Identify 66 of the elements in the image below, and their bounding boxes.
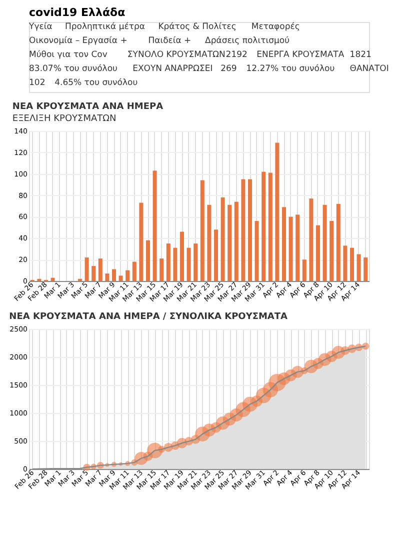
text: Προληπτικά μέτρα (65, 22, 146, 32)
text: 269 (220, 64, 237, 74)
text: 102 (29, 78, 46, 88)
text: 4.65% του συνόλου (54, 78, 138, 88)
bar (234, 202, 238, 281)
bar (356, 254, 361, 281)
bar (160, 258, 164, 281)
bar (50, 278, 55, 281)
bar (166, 244, 170, 281)
bar (336, 204, 340, 281)
text: Μύθοι για τον Cov (29, 50, 108, 60)
text: ΕΧΟΥΝ ΑΝΑΡΡΩΣΕΙ (132, 64, 213, 74)
bar (275, 142, 280, 281)
bar (248, 179, 252, 281)
bar (316, 225, 320, 281)
bar (322, 204, 327, 281)
chart-title: ΝΕΑ ΚΡΟΥΣΜΑΤΑ ΑΝΑ ΗΜΕΡΑ / ΣΥΝΟΛΙΚΑ ΚΡΟΥΣΜΑΤΑ (9, 312, 288, 322)
bar (186, 248, 191, 281)
bar (309, 198, 314, 281)
bar (364, 257, 368, 281)
bar (132, 262, 136, 281)
bar (84, 257, 89, 281)
bar (112, 269, 116, 281)
bar (302, 260, 306, 281)
bar (282, 207, 286, 281)
text: ΣΥΝΟΛΟ ΚΡΟΥΣΜΑΤΩΝ (127, 50, 226, 60)
bar (173, 248, 178, 281)
bar (343, 246, 348, 281)
bar (126, 270, 130, 281)
text: Κράτος & Πολίτες (158, 22, 236, 32)
bar (146, 240, 150, 281)
bar (105, 274, 110, 281)
bar (207, 204, 212, 281)
bar (262, 172, 266, 281)
bar (220, 197, 225, 281)
bar (330, 221, 334, 281)
text: Παιδεία + (148, 36, 192, 46)
bar (241, 179, 246, 281)
bar (180, 232, 184, 281)
text: 1821 (350, 50, 372, 60)
bar (152, 170, 157, 281)
text: 12.27% του συνόλου (246, 64, 335, 74)
bar (350, 248, 354, 281)
bar (288, 216, 293, 281)
text: Υγεία (28, 22, 53, 32)
bar (139, 202, 144, 281)
text: 83.07% του συνόλου (29, 64, 118, 74)
bar (296, 214, 300, 281)
text: ΕΝΕΡΓΑ ΚΡΟΥΣΜΑΤΑ (256, 50, 344, 60)
bar (92, 266, 96, 281)
text: ΘΑΝΑΤΟΙ (350, 64, 389, 74)
text: Οικονομία – Εργασία + (29, 36, 128, 46)
text: 2192 (226, 50, 248, 60)
bar (228, 204, 232, 281)
text: covid19 Ελλάδα (29, 6, 126, 19)
text: ΕΞΕΛΙΞΗ ΚΡΟΥΣΜΑΤΩΝ (12, 114, 116, 124)
chart-title: ΝΕΑ ΚΡΟΥΣΜΑΤΑ ΑΝΑ ΗΜΕΡΑ (12, 102, 164, 112)
bar (200, 180, 204, 281)
bar (268, 172, 272, 281)
bar (214, 230, 218, 281)
text: Δράσεις πολιτισμού (205, 36, 290, 46)
text: Μεταφορές (251, 22, 300, 32)
bar (194, 244, 198, 281)
bar (118, 276, 123, 281)
bar (254, 221, 259, 281)
bar (98, 258, 102, 281)
